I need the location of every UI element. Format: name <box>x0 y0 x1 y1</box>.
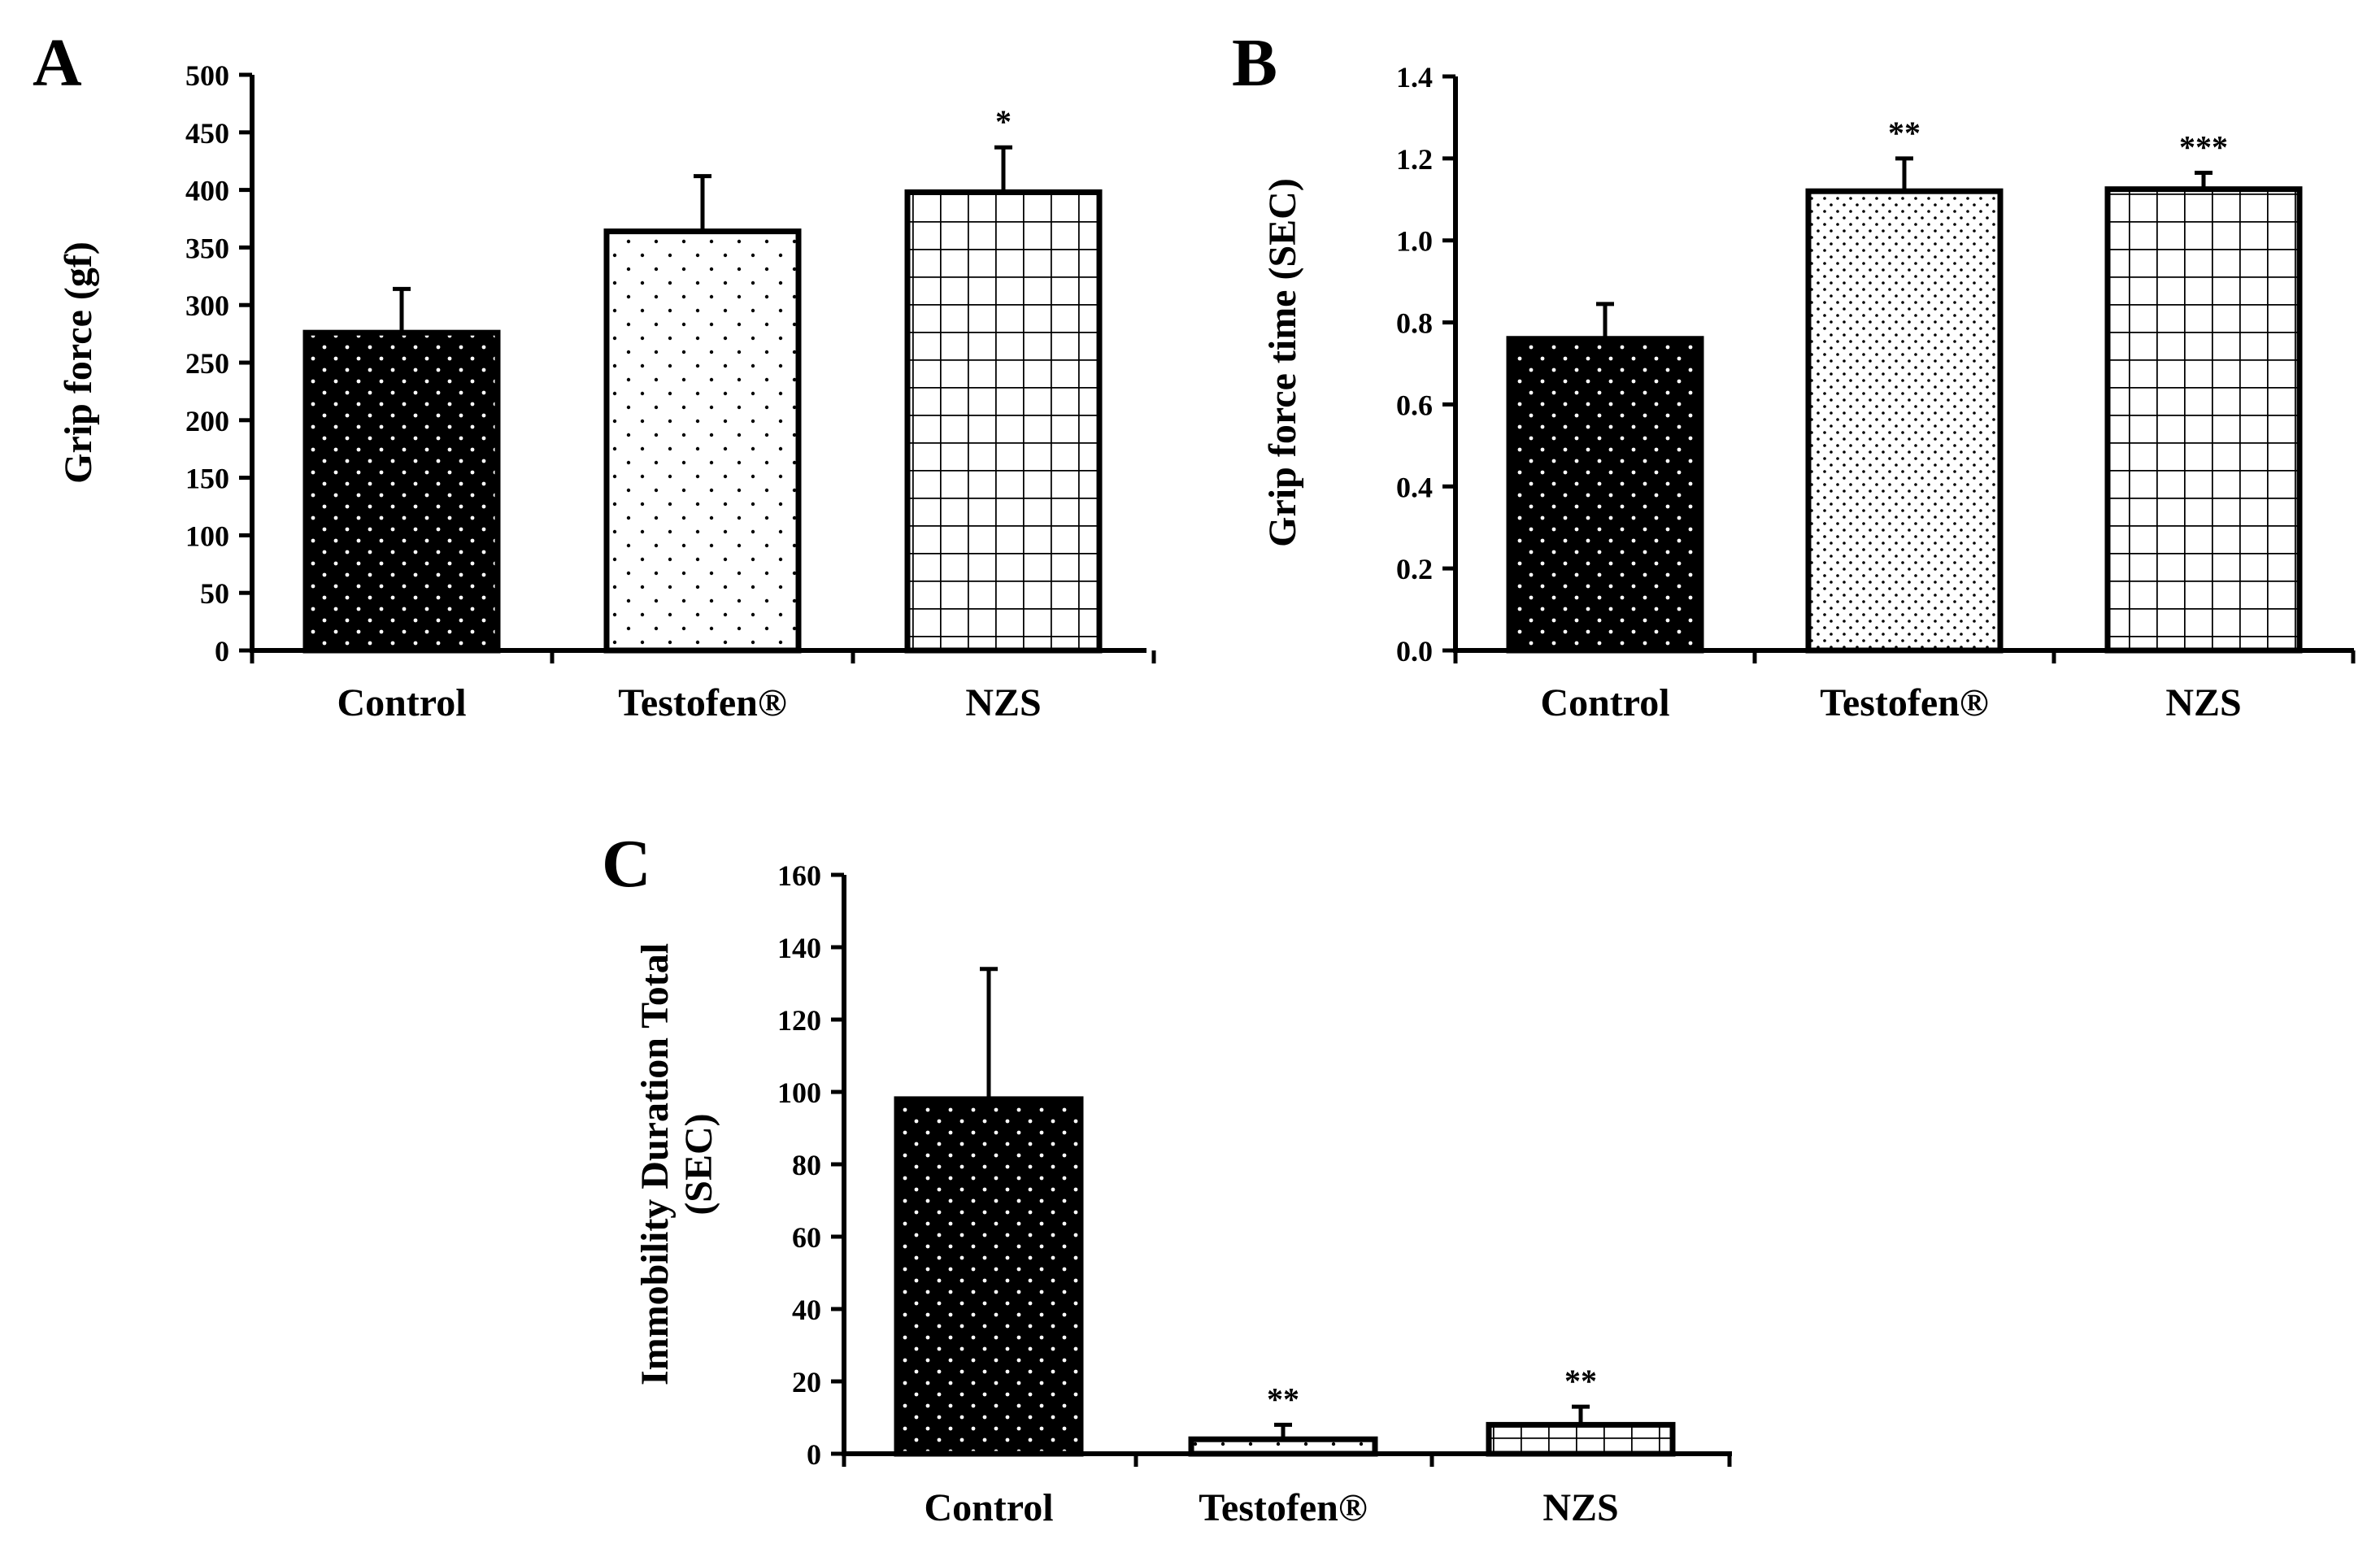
y-tick-label: 60 <box>792 1221 821 1254</box>
error-bar <box>980 967 998 1099</box>
y-tick-label: 40 <box>792 1294 821 1326</box>
error-bar <box>1274 1422 1292 1440</box>
y-tick-label: 200 <box>185 405 229 437</box>
category-label: Testofen® <box>618 681 786 724</box>
category-label: NZS <box>1542 1486 1618 1529</box>
panel-label: B <box>1232 25 1277 101</box>
y-tick-label: 100 <box>777 1076 821 1109</box>
category-label: Control <box>337 681 466 724</box>
panel-label: C <box>602 826 651 902</box>
chart-panel-a: A Control Testofen® * NZS 0 50 100 150 200 250 300 3… <box>33 25 1156 724</box>
chart-panel-b: B Control ** Testofen® *** NZS 0.0 0.2 0.4 0.6 0.8… <box>1232 25 2356 724</box>
y-tick-label: 100 <box>185 520 229 552</box>
panel-label: A <box>33 25 82 101</box>
bar-control <box>302 329 501 654</box>
bar-nzs <box>904 189 1103 654</box>
category-label: NZS <box>2165 681 2241 724</box>
error-bar <box>2195 171 2212 189</box>
y-axis-title: Grip force (gf) <box>57 241 100 484</box>
category-label: Control <box>924 1486 1053 1529</box>
y-tick-label: 160 <box>777 859 821 892</box>
significance-marker: ** <box>1564 1363 1597 1399</box>
category-label: Control <box>1540 681 1669 724</box>
y-tick-label: 0.8 <box>1396 307 1433 340</box>
y-tick-label: 1.4 <box>1396 61 1433 94</box>
category-label: NZS <box>965 681 1041 724</box>
error-bar <box>393 286 411 333</box>
chart-panel-c: C Control ** Testofen® ** NZS 0 20 40 60 80 100 120 1… <box>602 826 1732 1529</box>
error-bar <box>994 145 1012 193</box>
y-tick-label: 350 <box>185 232 229 264</box>
bar-control <box>894 1096 1084 1457</box>
y-axis-title: Immobility Duration Total(SEC) <box>633 943 720 1385</box>
y-tick-label: 0.4 <box>1396 471 1433 503</box>
y-tick-label: 80 <box>792 1149 821 1181</box>
error-bar <box>1572 1404 1590 1425</box>
y-tick-label: 0 <box>215 635 229 668</box>
y-tick-label: 50 <box>200 577 229 610</box>
y-tick-label: 0.2 <box>1396 553 1433 585</box>
y-tick-label: 20 <box>792 1366 821 1398</box>
bar-control <box>1506 336 1704 654</box>
category-label: Testofen® <box>1199 1486 1367 1529</box>
error-bar <box>1596 302 1614 339</box>
y-tick-label: 150 <box>185 463 229 495</box>
significance-marker: ** <box>1267 1381 1299 1417</box>
y-tick-label: 400 <box>185 175 229 207</box>
y-tick-label: 0 <box>807 1438 821 1471</box>
bar-testofen <box>603 228 802 654</box>
y-tick-label: 0.6 <box>1396 389 1433 421</box>
significance-marker: ** <box>1888 115 1921 151</box>
bar-testofen <box>1805 188 2004 654</box>
y-tick-label: 140 <box>777 932 821 964</box>
y-tick-label: 250 <box>185 347 229 380</box>
bar-nzs <box>2104 186 2303 654</box>
y-tick-label: 1.0 <box>1396 225 1433 258</box>
y-tick-label: 0.0 <box>1396 635 1433 668</box>
bar-nzs <box>1486 1421 1676 1457</box>
significance-marker: *** <box>2179 129 2228 166</box>
y-tick-label: 1.2 <box>1396 143 1433 176</box>
error-bar <box>1895 156 1913 192</box>
y-tick-label: 120 <box>777 1004 821 1037</box>
y-axis-title: Grip force time (SEC) <box>1261 178 1304 547</box>
y-tick-label: 450 <box>185 117 229 150</box>
y-tick-label: 500 <box>185 59 229 92</box>
error-bar <box>694 174 711 232</box>
category-label: Testofen® <box>1820 681 1988 724</box>
y-tick-label: 300 <box>185 289 229 322</box>
significance-marker: * <box>995 103 1012 140</box>
